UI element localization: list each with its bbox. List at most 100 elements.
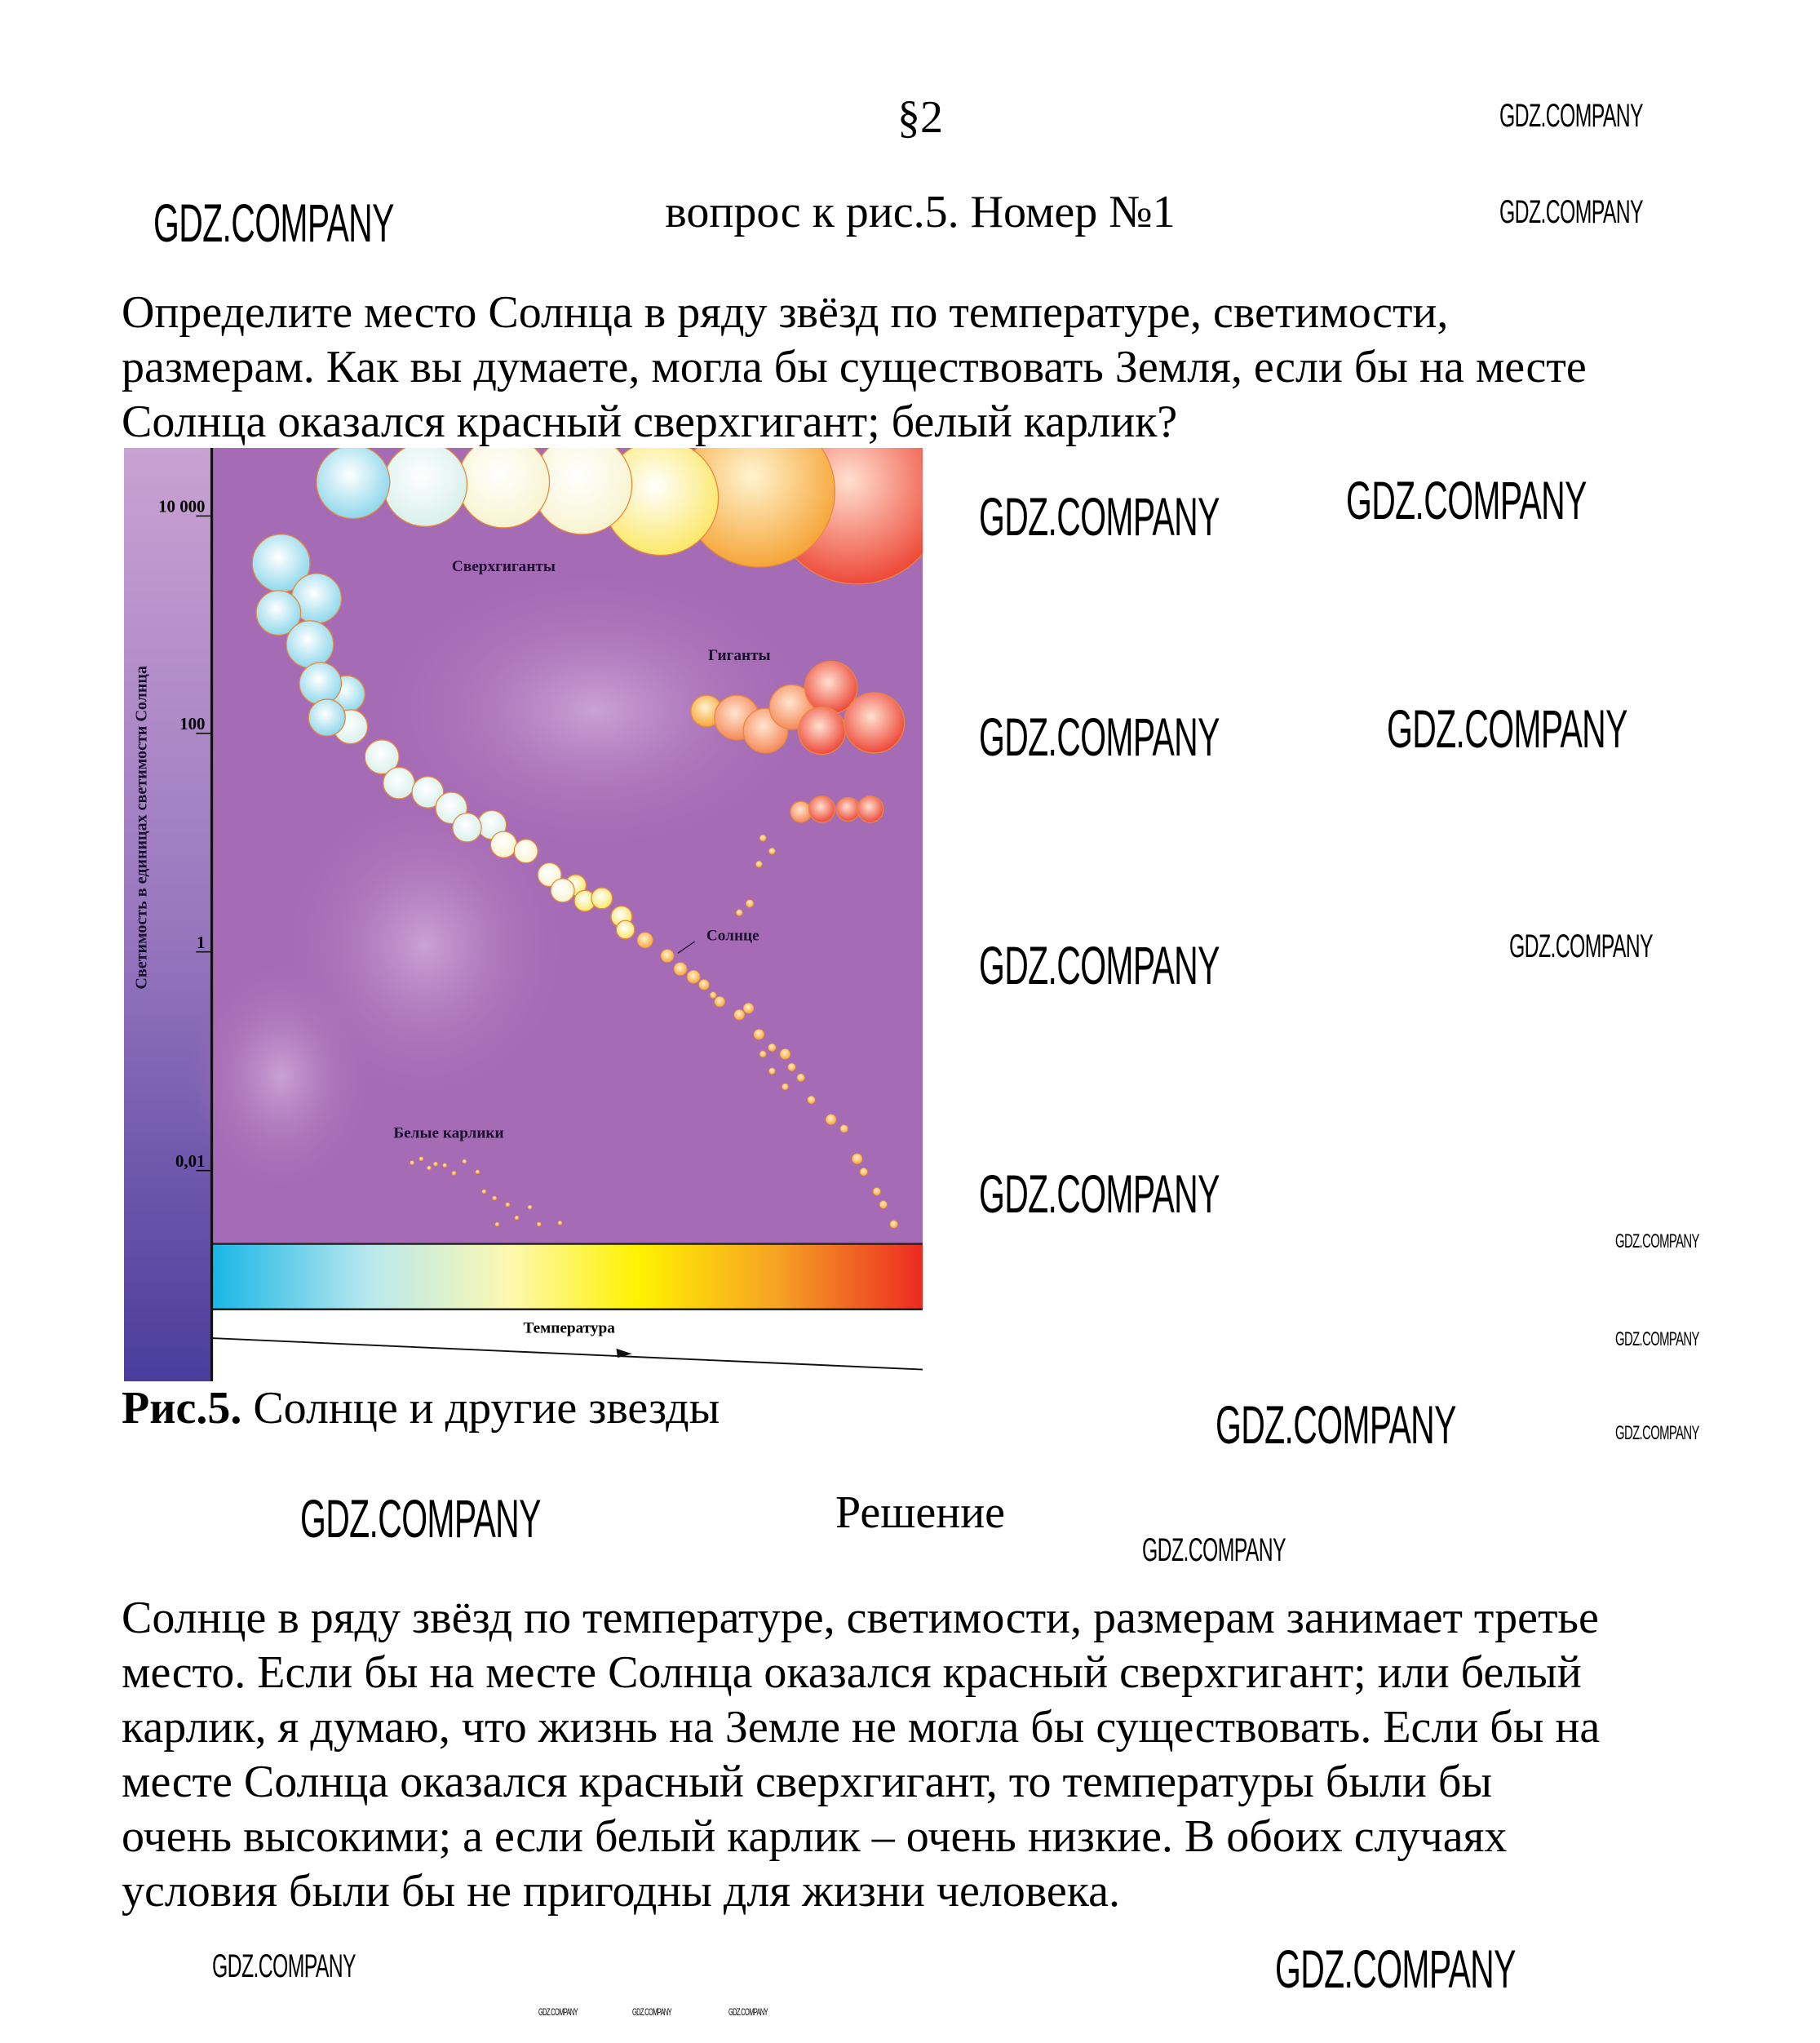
white-dwarf-star	[481, 1189, 487, 1194]
watermark: GDZ.COMPANY	[979, 935, 1220, 995]
watermark: GDZ.COMPANY	[979, 707, 1220, 767]
white-dwarf-star	[462, 1159, 467, 1164]
question-line: Солнца оказался красный сверхгигант; бел…	[122, 397, 1178, 447]
white-dwarf-star	[514, 1215, 520, 1221]
main-sequence-star	[489, 831, 518, 858]
answer-line: условия были бы не пригодны для жизни че…	[122, 1866, 1120, 1917]
main-sequence-star	[383, 766, 415, 800]
main-sequence-star	[308, 698, 346, 737]
question-line: Определите место Солнца в ряду звёзд по …	[122, 287, 1449, 338]
white-dwarf-star	[505, 1202, 511, 1208]
watermark: GDZ.COMPANY	[1509, 928, 1654, 964]
y-tick-label: 0,01	[175, 1151, 206, 1171]
main-sequence-star	[768, 1043, 777, 1052]
watermark: GDZ.COMPANY	[1499, 194, 1644, 230]
question-text: Определите место Солнца в ряду звёзд по …	[122, 286, 1587, 450]
answer-line: месте Солнца оказался красный сверхгиган…	[122, 1757, 1492, 1807]
white-dwarf-star	[492, 1195, 498, 1201]
watermark: GDZ.COMPANY	[153, 193, 394, 253]
watermark: GDZ.COMPANY	[1142, 1532, 1286, 1568]
main-sequence-star	[286, 620, 334, 669]
question-heading: вопрос к рис.5. Номер №1	[665, 187, 1176, 237]
figure-caption: Рис.5. Солнце и другие звезды	[122, 1382, 720, 1434]
main-sequence-star	[742, 1002, 755, 1014]
giant-star	[797, 707, 846, 756]
main-sequence-star	[513, 839, 538, 864]
white-dwarf-star	[442, 1163, 448, 1168]
main-sequence-star	[255, 590, 302, 636]
luminosity-axis-bar	[124, 448, 212, 1381]
giant-star	[808, 795, 836, 823]
white-dwarf-star	[527, 1204, 533, 1210]
main-sequence-star	[768, 847, 776, 855]
y-tick-label: 100	[179, 714, 205, 733]
label-sun: Солнце	[706, 927, 759, 944]
arrow-head-icon	[616, 1348, 632, 1358]
hertzsprung-russell-figure: 10 000 100 1 0,01 Светимость в единицах …	[124, 410, 945, 1381]
label-supergiants: Сверхгиганты	[452, 558, 556, 575]
main-sequence-star	[452, 813, 482, 843]
giant-star	[835, 796, 861, 822]
watermark: GDZ.COMPANY	[1387, 698, 1627, 759]
main-sequence-star	[591, 887, 613, 910]
main-sequence-star	[759, 834, 767, 842]
watermark: GDZ.COMPANY	[728, 2006, 768, 2018]
main-sequence-star	[364, 739, 400, 775]
answer-line: место. Если бы на месте Солнца оказался …	[122, 1647, 1582, 1698]
main-sequence-star	[660, 949, 675, 963]
temperature-arrow	[211, 1337, 923, 1371]
watermark: GDZ.COMPANY	[1615, 1328, 1699, 1350]
watermark: GDZ.COMPANY	[1615, 1422, 1699, 1444]
watermark: GDZ.COMPANY	[979, 486, 1220, 547]
watermark: GDZ.COMPANY	[1615, 1230, 1699, 1252]
main-sequence-star	[889, 1220, 898, 1229]
main-sequence-star	[714, 995, 725, 1008]
label-giants: Гиганты	[708, 647, 771, 664]
giant-star	[844, 692, 906, 754]
main-sequence-star	[636, 932, 653, 949]
main-sequence-star	[787, 1062, 796, 1072]
section-number: §2	[897, 92, 943, 143]
main-sequence-star	[859, 1168, 868, 1177]
watermark: GDZ.COMPANY	[1275, 1939, 1516, 1999]
main-sequence-star	[746, 899, 755, 908]
x-axis-label: Температура	[523, 1320, 615, 1337]
white-dwarf-star	[475, 1169, 480, 1175]
main-sequence-star	[735, 909, 743, 916]
main-sequence-star	[825, 1114, 837, 1125]
answer-line: очень высокими; а если белый карлик – оч…	[122, 1811, 1508, 1862]
main-sequence-star	[768, 1067, 776, 1075]
main-sequence-star	[615, 920, 635, 940]
solution-heading: Решение	[835, 1487, 1006, 1538]
main-sequence-star	[411, 776, 445, 809]
white-dwarf-star	[536, 1221, 542, 1227]
main-sequence-star	[709, 991, 717, 999]
main-sequence-star	[759, 1050, 767, 1058]
main-sequence-star	[755, 860, 763, 868]
white-dwarf-star	[494, 1221, 500, 1227]
supergiant-star	[383, 441, 468, 527]
supergiant-star	[316, 445, 391, 520]
watermark: GDZ.COMPANY	[632, 2006, 672, 2018]
main-sequence-star	[698, 979, 710, 990]
giant-star	[790, 800, 813, 823]
y-axis-label: Светимость в единицах светимости Солнца	[132, 666, 150, 990]
white-dwarf-star	[451, 1170, 457, 1176]
main-sequence-star	[796, 1073, 805, 1082]
main-sequence-star	[550, 878, 575, 903]
caption-text: Солнце и другие звезды	[241, 1383, 720, 1434]
main-sequence-star	[686, 969, 701, 984]
white-dwarf-star	[410, 1160, 414, 1165]
temperature-color-bar	[211, 1243, 923, 1310]
watermark: GDZ.COMPANY	[1346, 470, 1587, 530]
main-sequence-star	[733, 1009, 746, 1021]
question-line: размерам. Как вы думаете, могла бы сущес…	[122, 342, 1587, 392]
white-dwarf-star	[433, 1161, 438, 1167]
main-sequence-star	[673, 962, 688, 976]
star-diagram: 10 000 100 1 0,01 Светимость в единицах …	[124, 410, 945, 1381]
label-white-dwarfs: Белые карлики	[393, 1125, 503, 1142]
y-tick-label: 10 000	[158, 497, 205, 516]
main-sequence-star	[807, 1095, 816, 1105]
main-sequence-star	[779, 1048, 791, 1060]
main-sequence-star	[753, 1029, 765, 1040]
